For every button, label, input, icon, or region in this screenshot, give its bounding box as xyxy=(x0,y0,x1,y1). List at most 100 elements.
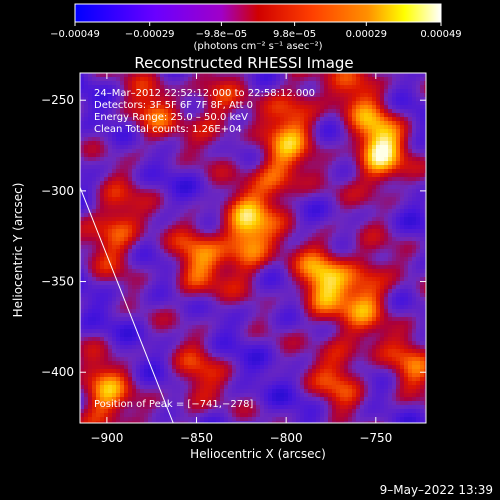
heatmap-cell xyxy=(96,125,100,129)
heatmap-cell xyxy=(320,249,324,253)
heatmap-cell xyxy=(328,257,332,261)
heatmap-cell xyxy=(264,177,268,181)
heatmap-cell xyxy=(236,137,240,141)
heatmap-cell xyxy=(128,253,132,257)
heatmap-cell xyxy=(216,113,220,117)
heatmap-cell xyxy=(396,165,400,169)
heatmap-cell xyxy=(340,73,344,77)
heatmap-cell xyxy=(172,165,176,169)
heatmap-cell xyxy=(400,201,404,205)
heatmap-cell xyxy=(156,237,160,241)
heatmap-cell xyxy=(188,141,192,145)
heatmap-cell xyxy=(332,145,336,149)
heatmap-cell xyxy=(388,297,392,301)
heatmap-cell xyxy=(332,97,336,101)
heatmap-cell xyxy=(372,73,376,77)
heatmap-cell xyxy=(184,225,188,229)
heatmap-cell xyxy=(240,125,244,129)
heatmap-cell xyxy=(412,197,416,201)
heatmap-cell xyxy=(224,245,228,249)
heatmap-cell xyxy=(304,117,308,121)
heatmap-cell xyxy=(376,181,380,185)
heatmap-cell xyxy=(420,229,424,233)
heatmap-cell xyxy=(260,121,264,125)
heatmap-cell xyxy=(380,205,384,209)
heatmap-cell xyxy=(176,161,180,165)
heatmap-cell xyxy=(268,213,272,217)
heatmap-cell xyxy=(320,281,324,285)
heatmap-cell xyxy=(152,285,156,289)
heatmap-cell xyxy=(364,89,368,93)
heatmap-cell xyxy=(424,249,426,253)
heatmap-cell xyxy=(344,77,348,81)
heatmap-cell xyxy=(80,193,84,197)
heatmap-cell xyxy=(212,277,216,281)
heatmap-cell xyxy=(340,85,344,89)
heatmap-cell xyxy=(192,85,196,89)
heatmap-cell xyxy=(116,177,120,181)
heatmap-cell xyxy=(180,197,184,201)
heatmap-cell xyxy=(84,105,88,109)
heatmap-cell xyxy=(212,205,216,209)
heatmap-cell xyxy=(124,77,128,81)
heatmap-cell xyxy=(272,257,276,261)
heatmap-cell xyxy=(96,121,100,125)
heatmap-cell xyxy=(124,241,128,245)
heatmap-cell xyxy=(112,81,116,85)
heatmap-cell xyxy=(316,105,320,109)
heatmap-cell xyxy=(156,97,160,101)
heatmap-cell xyxy=(424,209,426,213)
heatmap-cell xyxy=(256,73,260,77)
heatmap-cell xyxy=(124,193,128,197)
heatmap-cell xyxy=(200,277,204,281)
heatmap-cell xyxy=(200,245,204,249)
heatmap-cell xyxy=(200,181,204,185)
heatmap-cell xyxy=(300,89,304,93)
heatmap-cell xyxy=(372,121,376,125)
heatmap-cell xyxy=(240,221,244,225)
heatmap-cell xyxy=(264,253,268,257)
heatmap-cell xyxy=(324,277,328,281)
heatmap-cell xyxy=(308,293,312,297)
heatmap-cell xyxy=(392,253,396,257)
heatmap-cell xyxy=(388,285,392,289)
heatmap-cell xyxy=(340,161,344,165)
heatmap-cell xyxy=(392,125,396,129)
heatmap-cell xyxy=(80,221,84,225)
heatmap-cell xyxy=(132,197,136,201)
heatmap-cell xyxy=(424,173,426,177)
heatmap-cell xyxy=(372,233,376,237)
heatmap-cell xyxy=(136,153,140,157)
heatmap-cell xyxy=(224,137,228,141)
heatmap-cell xyxy=(336,149,340,153)
heatmap-cell xyxy=(80,149,84,153)
heatmap-cell xyxy=(252,193,256,197)
heatmap-cell xyxy=(372,129,376,133)
heatmap-cell xyxy=(260,221,264,225)
heatmap-cell xyxy=(248,121,252,125)
heatmap-cell xyxy=(88,241,92,245)
heatmap-cell xyxy=(256,293,260,297)
heatmap-cell xyxy=(148,185,152,189)
heatmap-cell xyxy=(388,85,392,89)
heatmap-cell xyxy=(188,101,192,105)
heatmap-cell xyxy=(132,73,136,77)
heatmap-cell xyxy=(336,89,340,93)
heatmap-cell xyxy=(172,177,176,181)
heatmap-cell xyxy=(220,81,224,85)
heatmap-cell xyxy=(284,213,288,217)
heatmap-cell xyxy=(188,125,192,129)
heatmap-cell xyxy=(148,273,152,277)
heatmap-cell xyxy=(120,253,124,257)
heatmap-cell xyxy=(252,289,256,293)
heatmap-cell xyxy=(320,253,324,257)
heatmap-cell xyxy=(252,277,256,281)
heatmap-cell xyxy=(124,229,128,233)
heatmap-cell xyxy=(184,217,188,221)
heatmap-cell xyxy=(272,125,276,129)
heatmap-cell xyxy=(376,241,380,245)
heatmap-cell xyxy=(388,177,392,181)
heatmap-cell xyxy=(232,181,236,185)
heatmap-cell xyxy=(192,265,196,269)
heatmap-cell xyxy=(188,285,192,289)
